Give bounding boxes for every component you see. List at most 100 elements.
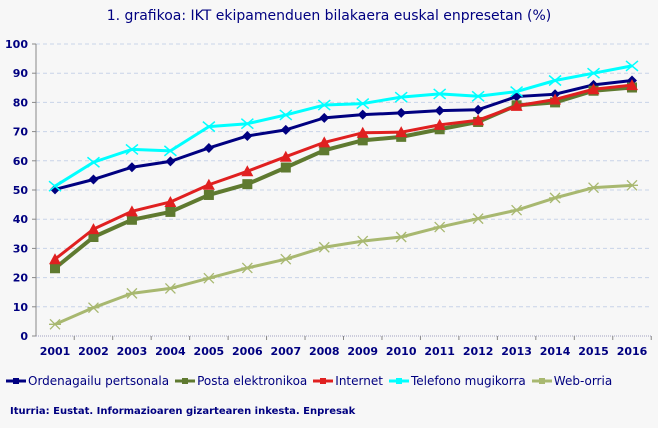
series-telefono-mugikorra-point (48, 180, 62, 192)
x-tick-label: 2013 (501, 345, 532, 358)
x-tick-label: 2003 (117, 345, 148, 358)
series-web-orria-point (164, 282, 177, 294)
series-telefono-mugikorra-line (54, 64, 633, 188)
series-telefono-mugikorra-point (471, 90, 485, 102)
series-internet-point (125, 205, 138, 217)
series-web-orria-point (549, 192, 562, 204)
series-internet-point (356, 126, 369, 138)
series-web-orria-point (125, 287, 138, 299)
series-web-orria-point (202, 272, 215, 284)
series-web-orria-point (510, 204, 523, 216)
series-ordenagailu-pertsonala-point (319, 112, 330, 123)
series-web-orria-point (472, 213, 485, 225)
y-tick-label: 40 (13, 213, 29, 226)
series-internet-point (87, 223, 100, 235)
series-internet-point (279, 150, 292, 162)
y-tick-label: 70 (13, 126, 29, 139)
series-telefono-mugikorra-point (510, 86, 524, 98)
x-tick-label: 2005 (194, 345, 225, 358)
legend-label: Internet (335, 374, 383, 388)
legend-label: Web-orria (553, 374, 613, 388)
series-telefono-mugikorra-point (163, 145, 177, 157)
series-web-orria-point (626, 179, 638, 191)
series-internet-point (202, 178, 215, 190)
legend-label: Posta elektronikoa (197, 374, 308, 388)
legend-item: Telefono mugikorra (388, 374, 526, 388)
legend-item: Web-orria (531, 374, 613, 388)
y-tick-label: 90 (13, 67, 29, 80)
y-tick-label: 0 (20, 330, 28, 343)
series-telefono-mugikorra-point (625, 60, 639, 72)
y-tick-label: 10 (13, 301, 29, 314)
series-ordenagailu-pertsonala-point (280, 124, 291, 135)
x-tick-label: 2010 (386, 345, 417, 358)
series-posta-elektronikoa-point (50, 263, 60, 274)
legend-swatch-icon (388, 378, 409, 384)
series-ordenagailu-pertsonala-point (434, 105, 445, 116)
legend-swatch-icon (313, 378, 334, 384)
x-tick-label: 2006 (232, 345, 263, 358)
series-telefono-mugikorra-point (548, 74, 562, 87)
x-tick-label: 2007 (270, 345, 301, 358)
series-ordenagailu-pertsonala-point (88, 174, 99, 185)
series-ordenagailu-pertsonala-point (396, 107, 407, 118)
legend-swatch-icon (175, 378, 196, 384)
series-telefono-mugikorra-point (394, 91, 408, 103)
series-internet-point (510, 99, 523, 111)
series-telefono-mugikorra-point (356, 97, 370, 110)
series-posta-elektronikoa-line (53, 85, 633, 270)
legend: Ordenagailu pertsonala Posta elektronikoa… (6, 374, 612, 388)
legend-label: Ordenagailu pertsonala (28, 374, 170, 388)
legend-item: Internet (313, 374, 383, 388)
series-telefono-mugikorra-point (86, 156, 100, 168)
series-ordenagailu-pertsonala-point (165, 156, 176, 167)
series-posta-elektronikoa-point (126, 214, 137, 225)
x-tick-label: 2012 (463, 345, 494, 358)
series-telefono-mugikorra-point (433, 88, 447, 100)
x-tick-label: 2011 (424, 345, 455, 358)
series-web-orria-line (54, 183, 633, 326)
series-web-orria-point (587, 182, 600, 194)
y-tick-label: 100 (5, 38, 28, 51)
series-ordenagailu-pertsonala-point (242, 130, 253, 141)
series-internet-point (626, 79, 638, 91)
series-telefono-mugikorra-point (587, 67, 601, 79)
series-ordenagailu-pertsonala-line (54, 79, 633, 191)
legend-swatch-icon (531, 378, 552, 384)
series-posta-elektronikoa-point (165, 206, 176, 217)
series-internet-point (164, 195, 177, 207)
series-posta-elektronikoa-point (357, 135, 368, 146)
x-tick-label: 2014 (540, 345, 571, 358)
series-internet-point (318, 136, 331, 148)
series-web-orria-point (241, 262, 254, 274)
source-note: Iturria: Eustat. Informazioaren gizartea… (10, 406, 356, 417)
x-tick-label: 2004 (155, 345, 186, 358)
series-internet-point (241, 165, 254, 177)
series-web-orria-point (87, 302, 100, 314)
line-chart: 0 10 20 30 40 50 60 70 80 90 100 2001 2002 2003 2004 20… (5, 38, 652, 358)
series-posta-elektronikoa-point (88, 232, 99, 243)
legend-swatch-icon (6, 378, 26, 384)
series-posta-elektronikoa-point (242, 179, 253, 190)
y-tick-label: 50 (13, 184, 29, 197)
series-posta-elektronikoa-point (280, 162, 291, 173)
series-telefono-mugikorra-point (125, 143, 139, 155)
series-ordenagailu-pertsonala-point (357, 109, 368, 120)
series-internet-point (395, 126, 408, 138)
legend-item: Posta elektronikoa (175, 374, 307, 388)
series-internet-point (49, 253, 61, 265)
series-ordenagailu-pertsonala-point (50, 184, 60, 195)
series-internet-point (472, 114, 485, 126)
series-telefono-mugikorra-point (202, 121, 216, 133)
x-tick-label: 2001 (40, 345, 71, 358)
series-ordenagailu-pertsonala-point (473, 104, 484, 115)
series-posta-elektronikoa-point (319, 145, 330, 156)
series-web-orria-point (318, 241, 331, 253)
x-tick-label: 2016 (617, 345, 648, 358)
series-internet-point (587, 83, 600, 95)
series-internet-line (54, 83, 633, 261)
series-web-orria-point (395, 231, 408, 243)
series-internet-point (433, 118, 446, 130)
y-tick-label: 80 (13, 96, 29, 109)
x-tick-label: 2002 (78, 345, 109, 358)
